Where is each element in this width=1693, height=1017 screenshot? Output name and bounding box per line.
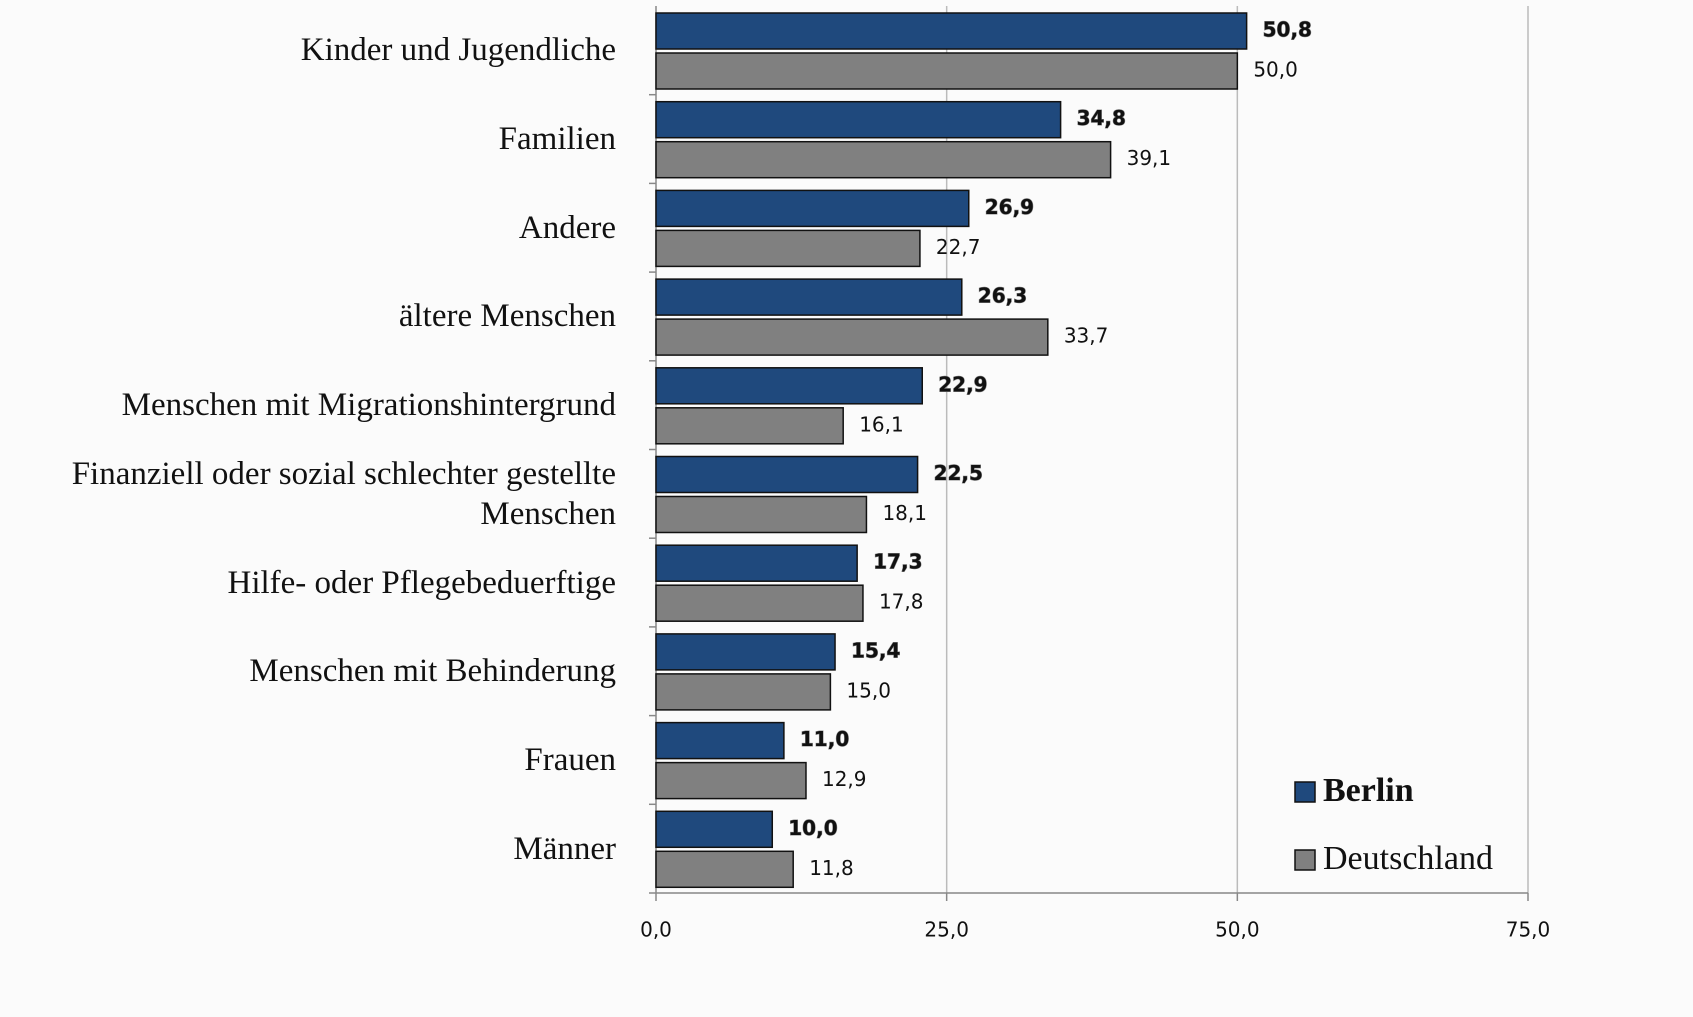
data-label: 39,1 xyxy=(1127,146,1172,170)
data-label: 18,1 xyxy=(882,501,927,525)
data-label: 33,7 xyxy=(1064,324,1109,348)
bar xyxy=(655,12,1248,50)
bar xyxy=(655,850,794,889)
data-label: 15,4 xyxy=(851,638,900,662)
legend-label: Deutschland xyxy=(1323,840,1493,877)
x-tick-label: 25,0 xyxy=(924,918,969,942)
bar xyxy=(655,544,858,582)
category-label: Kinder und Jugendliche xyxy=(300,32,616,69)
x-tick-label: 0,0 xyxy=(640,918,672,942)
bar xyxy=(655,100,1062,139)
category-label: Finanziell oder sozial schlechter gestel… xyxy=(71,455,616,532)
data-label: 50,8 xyxy=(1263,18,1312,42)
bar xyxy=(655,140,1112,179)
data-label: 34,8 xyxy=(1077,106,1126,130)
legend-swatch xyxy=(1294,849,1316,871)
bar xyxy=(655,229,921,268)
bar xyxy=(655,761,807,800)
data-label: 10,0 xyxy=(788,816,837,840)
data-label: 16,1 xyxy=(859,412,904,436)
bar xyxy=(655,584,864,622)
bar xyxy=(655,367,924,405)
bar xyxy=(655,407,844,445)
data-label: 11,8 xyxy=(809,856,854,880)
data-label: 15,0 xyxy=(846,678,891,702)
x-tick-label: 50,0 xyxy=(1215,918,1260,942)
bar xyxy=(655,673,832,711)
legend-swatch xyxy=(1294,781,1316,803)
bar xyxy=(655,455,919,494)
data-label: 50,0 xyxy=(1253,58,1298,82)
data-label: 26,9 xyxy=(985,195,1034,219)
data-label: 17,8 xyxy=(879,590,924,614)
data-label: 22,7 xyxy=(936,235,981,259)
category-label: Familien xyxy=(498,121,616,158)
x-tick-label: 75,0 xyxy=(1506,918,1551,942)
category-label: Menschen mit Migrationshintergrund xyxy=(121,387,616,424)
bar xyxy=(655,278,963,316)
data-label: 22,5 xyxy=(934,461,983,485)
category-label: Andere xyxy=(518,209,616,246)
bar xyxy=(655,189,970,228)
data-label: 12,9 xyxy=(822,767,867,791)
data-label: 17,3 xyxy=(873,550,922,574)
data-label: 11,0 xyxy=(800,727,849,751)
bar xyxy=(655,721,785,760)
category-label: Frauen xyxy=(524,741,616,778)
category-label: ältere Menschen xyxy=(398,298,616,335)
bar xyxy=(655,810,774,849)
data-label: 22,9 xyxy=(938,372,987,396)
bar xyxy=(655,633,836,671)
category-label: Menschen mit Behinderung xyxy=(249,653,616,690)
bar xyxy=(655,52,1239,90)
legend-label: Berlin xyxy=(1323,772,1414,809)
bar xyxy=(655,318,1049,356)
bar xyxy=(655,495,868,534)
category-label: Männer xyxy=(513,830,616,867)
data-label: 26,3 xyxy=(978,284,1027,308)
category-label: Hilfe- oder Pflegebeduerftige xyxy=(227,564,617,601)
